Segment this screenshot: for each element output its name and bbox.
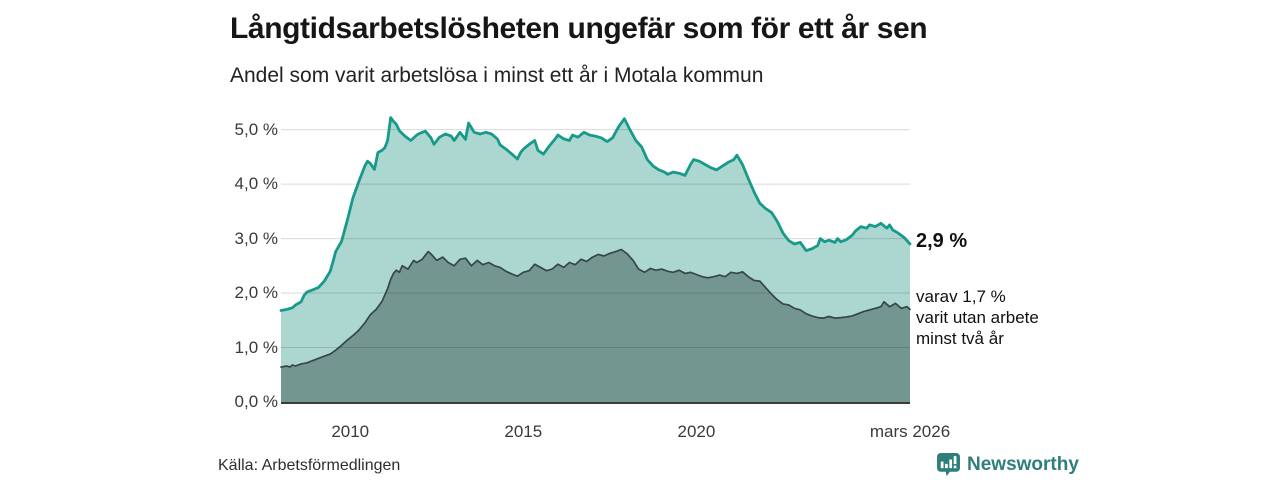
newsworthy-chart-bubble-icon [937, 453, 960, 477]
y-axis-tick-label: 3,0 % [234, 228, 278, 248]
newsworthy-logo: Newsworthy [936, 452, 1079, 477]
y-axis-tick-label: 4,0 % [234, 174, 278, 194]
latest-detail-line: varit utan arbete [916, 308, 1039, 327]
page-subtitle: Andel som varit arbetslösa i minst ett å… [230, 64, 764, 87]
y-axis-tick-label: 1,0 % [234, 337, 278, 357]
y-axis-tick-label: 2,0 % [234, 283, 278, 303]
x-axis-tick-label: 2010 [331, 422, 370, 441]
latest-detail-line: varav 1,7 % [916, 287, 1006, 306]
x-axis-tick-label: mars 2026 [869, 422, 951, 441]
y-axis-tick-label: 5,0 % [234, 119, 278, 139]
newsworthy-wordmark: Newsworthy [967, 453, 1079, 475]
latest-detail-line: minst två år [916, 329, 1004, 348]
page-title: Långtidsarbetslösheten ungefär som för e… [230, 12, 928, 45]
latest-value-label: 2,9 % [916, 230, 968, 252]
source-note: Källa: Arbetsförmedlingen [218, 457, 401, 474]
x-axis-tick-label: 2015 [504, 422, 543, 441]
x-axis-tick-label: 2020 [677, 422, 716, 441]
y-axis-tick-label: 0,0 % [234, 392, 278, 411]
latest-detail-label: varav 1,7 % varit utan arbete minst två … [916, 286, 1039, 349]
